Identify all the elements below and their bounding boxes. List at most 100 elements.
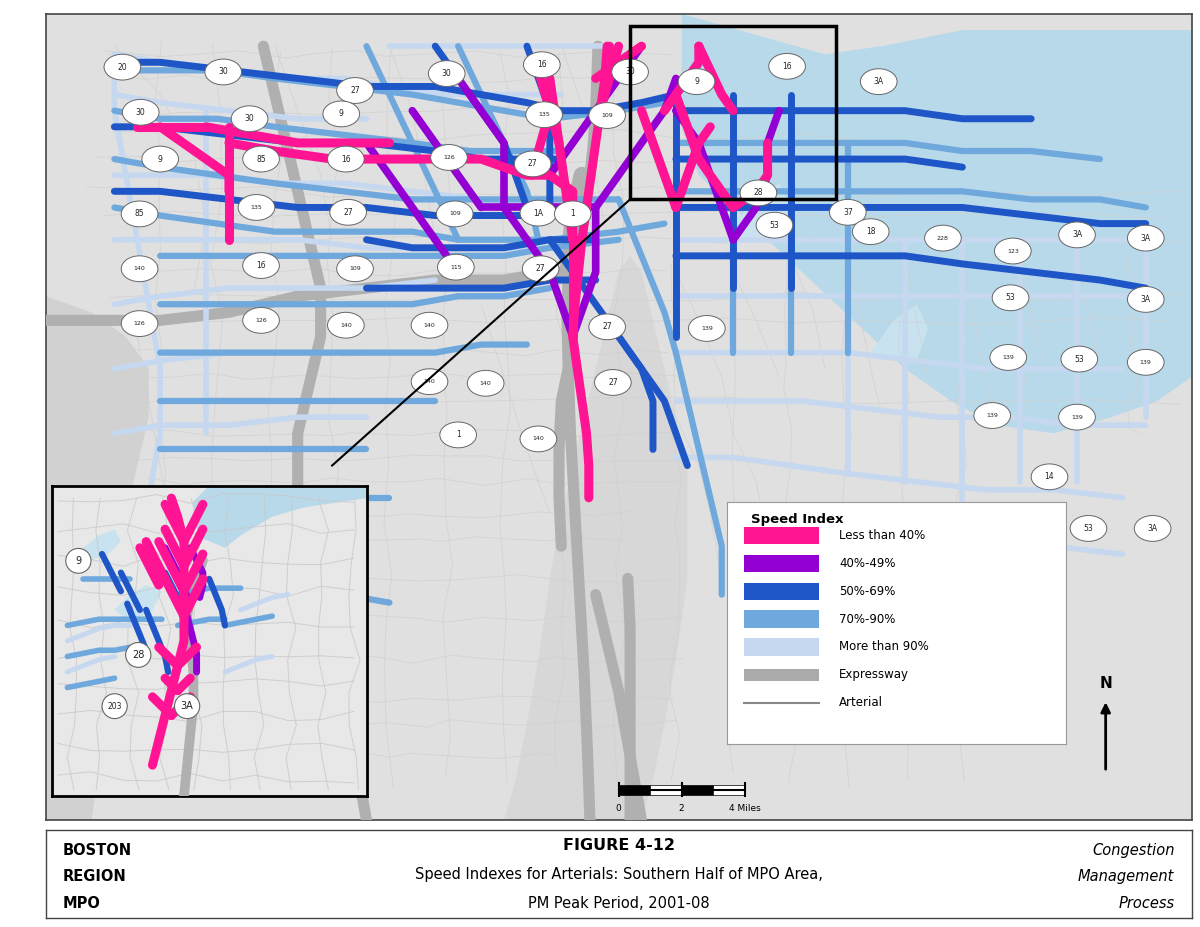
Polygon shape [193,486,367,548]
Text: 0: 0 [616,805,622,813]
Circle shape [924,225,961,251]
Circle shape [1061,346,1098,372]
Circle shape [974,402,1010,428]
Text: 139: 139 [701,326,713,331]
Bar [619,785,650,794]
Text: More than 90%: More than 90% [839,641,929,654]
Polygon shape [871,304,928,361]
Text: 140: 140 [340,323,352,328]
Text: BOSTON: BOSTON [62,843,132,857]
Circle shape [121,201,158,227]
Text: 140: 140 [480,381,492,386]
Text: REGION: REGION [62,870,126,884]
Circle shape [992,285,1028,311]
Text: 3A: 3A [1147,524,1158,533]
Text: 27: 27 [602,323,612,331]
Circle shape [522,256,559,282]
Text: 4 Miles: 4 Miles [728,805,761,813]
Circle shape [1134,515,1171,541]
Text: 123: 123 [1007,248,1019,253]
Circle shape [1128,349,1164,375]
Circle shape [337,78,373,104]
Circle shape [995,238,1031,264]
Text: 27: 27 [608,378,618,387]
Circle shape [689,315,725,341]
Text: 109: 109 [349,266,361,272]
Circle shape [1070,515,1106,541]
Text: 135: 135 [251,205,263,210]
Text: 30: 30 [136,108,145,117]
Text: 85: 85 [257,155,266,163]
Text: 27: 27 [536,264,546,273]
Circle shape [678,69,715,95]
Text: 30: 30 [625,68,635,76]
Circle shape [554,201,592,227]
Circle shape [66,549,91,573]
Circle shape [174,693,199,718]
Text: 30: 30 [218,68,228,76]
Circle shape [323,101,360,127]
Text: MPO: MPO [62,895,101,910]
Bar [744,639,818,655]
Text: 126: 126 [133,321,145,326]
Circle shape [594,370,631,396]
Circle shape [412,369,448,395]
Text: 3A: 3A [1141,234,1151,243]
Circle shape [337,256,373,282]
Text: 109: 109 [601,113,613,118]
Text: Speed Indexes for Arterials: Southern Half of MPO Area,: Speed Indexes for Arterials: Southern Ha… [415,867,822,882]
Circle shape [520,426,557,451]
Text: 20: 20 [118,63,127,71]
Circle shape [330,199,366,225]
Text: 37: 37 [842,208,853,217]
Text: 3A: 3A [181,701,193,711]
Circle shape [515,151,551,177]
Text: Less than 40%: Less than 40% [839,529,925,542]
Text: 139: 139 [1002,355,1014,360]
Circle shape [990,345,1026,371]
Text: 3A: 3A [874,77,884,86]
Text: 85: 85 [134,210,144,219]
Bar [744,611,818,628]
Circle shape [520,200,557,226]
Text: 18: 18 [866,227,876,236]
Text: 139: 139 [986,413,998,418]
Text: 203: 203 [107,702,122,711]
Circle shape [589,103,625,129]
Text: 9: 9 [694,77,698,86]
Circle shape [589,314,625,339]
Text: 3A: 3A [1072,231,1082,239]
Circle shape [232,106,268,132]
Circle shape [526,102,563,128]
Text: 53: 53 [1084,524,1093,533]
Circle shape [242,308,280,334]
Circle shape [740,180,776,206]
Circle shape [102,693,127,718]
Polygon shape [46,297,149,820]
Text: 9: 9 [157,155,163,163]
Bar [744,555,818,572]
Text: 27: 27 [528,159,538,169]
Text: 16: 16 [782,62,792,70]
Text: 115: 115 [450,264,462,270]
Circle shape [431,145,467,171]
Circle shape [205,59,241,85]
Text: Expressway: Expressway [839,668,910,681]
Circle shape [437,201,473,227]
Text: 40%-49%: 40%-49% [839,557,895,570]
Text: 27: 27 [343,208,353,217]
Bar [630,26,836,199]
Text: N: N [1099,677,1112,692]
Circle shape [242,253,280,278]
Circle shape [428,60,466,86]
Polygon shape [504,256,688,820]
Text: 53: 53 [1006,293,1015,302]
Text: 1: 1 [570,210,575,219]
Polygon shape [733,184,791,240]
Text: 139: 139 [1072,414,1082,420]
Text: 140: 140 [133,266,145,272]
Circle shape [122,99,160,125]
Circle shape [126,642,151,667]
Circle shape [412,312,448,338]
Text: 9: 9 [76,556,82,565]
